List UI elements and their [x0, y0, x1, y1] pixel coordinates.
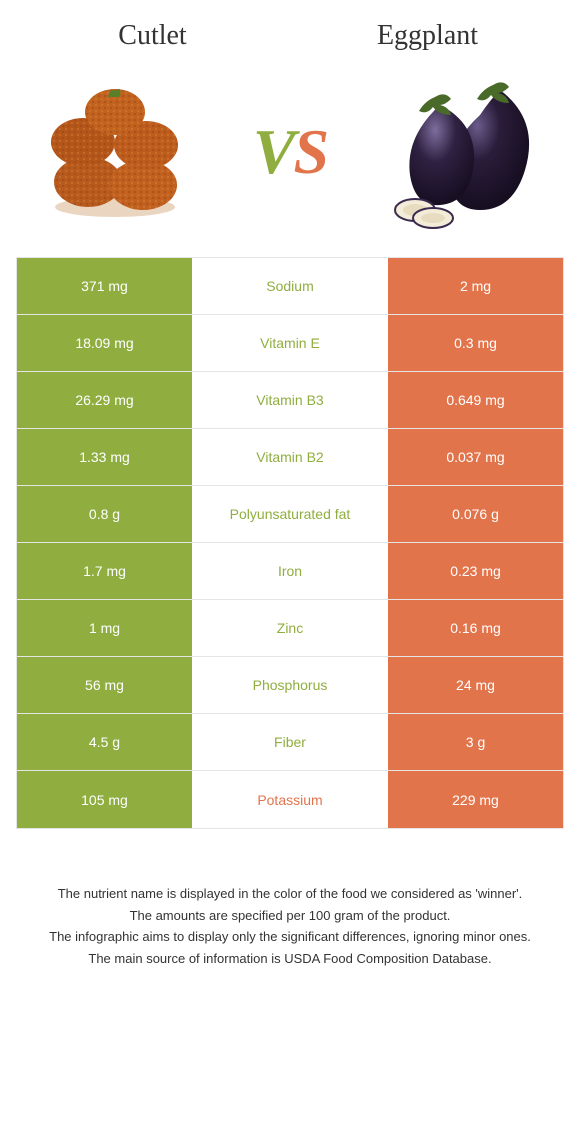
left-value: 0.8 g	[17, 486, 192, 542]
right-value: 24 mg	[388, 657, 563, 713]
left-value: 1 mg	[17, 600, 192, 656]
table-row: 105 mgPotassium229 mg	[17, 771, 563, 828]
left-value: 1.33 mg	[17, 429, 192, 485]
left-value: 371 mg	[17, 258, 192, 314]
nutrient-name: Polyunsaturated fat	[192, 486, 388, 542]
table-row: 18.09 mgVitamin E0.3 mg	[17, 315, 563, 372]
left-value: 26.29 mg	[17, 372, 192, 428]
nutrient-name: Vitamin E	[192, 315, 388, 371]
cutlet-image	[35, 72, 195, 232]
header-row: Cutlet Eggplant	[15, 20, 565, 52]
nutrient-table: 371 mgSodium2 mg18.09 mgVitamin E0.3 mg2…	[16, 257, 564, 829]
table-row: 4.5 gFiber3 g	[17, 714, 563, 771]
right-value: 0.037 mg	[388, 429, 563, 485]
footer-line-1: The nutrient name is displayed in the co…	[30, 884, 550, 904]
footer-notes: The nutrient name is displayed in the co…	[15, 884, 565, 968]
nutrient-name: Vitamin B3	[192, 372, 388, 428]
right-value: 0.16 mg	[388, 600, 563, 656]
footer-line-3: The infographic aims to display only the…	[30, 927, 550, 947]
right-value: 3 g	[388, 714, 563, 770]
nutrient-name: Zinc	[192, 600, 388, 656]
left-value: 56 mg	[17, 657, 192, 713]
table-row: 56 mgPhosphorus24 mg	[17, 657, 563, 714]
left-value: 18.09 mg	[17, 315, 192, 371]
table-row: 26.29 mgVitamin B30.649 mg	[17, 372, 563, 429]
right-value: 0.649 mg	[388, 372, 563, 428]
nutrient-name: Vitamin B2	[192, 429, 388, 485]
nutrient-name: Iron	[192, 543, 388, 599]
table-row: 371 mgSodium2 mg	[17, 258, 563, 315]
left-value: 1.7 mg	[17, 543, 192, 599]
vs-v-letter: V	[253, 116, 294, 187]
vs-label: VS	[253, 115, 327, 189]
nutrient-name: Fiber	[192, 714, 388, 770]
eggplant-image	[385, 72, 545, 232]
right-value: 0.23 mg	[388, 543, 563, 599]
images-row: VS	[15, 72, 565, 232]
right-value: 2 mg	[388, 258, 563, 314]
table-row: 0.8 gPolyunsaturated fat0.076 g	[17, 486, 563, 543]
right-value: 229 mg	[388, 771, 563, 828]
left-value: 105 mg	[17, 771, 192, 828]
right-value: 0.076 g	[388, 486, 563, 542]
left-value: 4.5 g	[17, 714, 192, 770]
nutrient-name: Potassium	[192, 771, 388, 828]
left-food-title: Cutlet	[29, 20, 277, 52]
right-food-title: Eggplant	[304, 20, 552, 52]
table-row: 1 mgZinc0.16 mg	[17, 600, 563, 657]
nutrient-name: Phosphorus	[192, 657, 388, 713]
table-row: 1.33 mgVitamin B20.037 mg	[17, 429, 563, 486]
table-row: 1.7 mgIron0.23 mg	[17, 543, 563, 600]
right-value: 0.3 mg	[388, 315, 563, 371]
footer-line-4: The main source of information is USDA F…	[30, 949, 550, 969]
nutrient-name: Sodium	[192, 258, 388, 314]
vs-s-letter: S	[294, 116, 328, 187]
footer-line-2: The amounts are specified per 100 gram o…	[30, 906, 550, 926]
